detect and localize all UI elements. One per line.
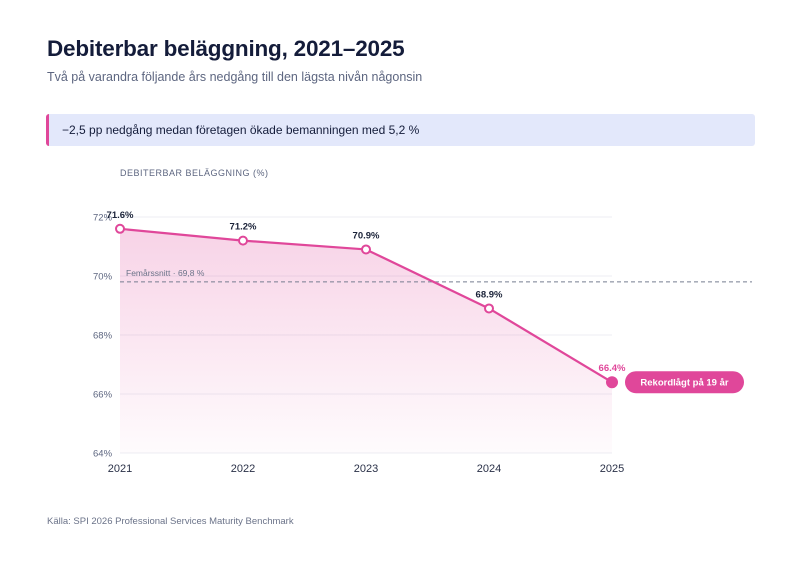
data-labels: 71.6% 71.2% 70.9% 68.9% 66.4% xyxy=(107,210,626,374)
y-ticks: 64% 66% 68% 70% 72% xyxy=(93,213,113,460)
data-point xyxy=(238,235,248,246)
y-tick-label: 68% xyxy=(93,331,113,342)
data-point xyxy=(484,303,494,314)
area-fill xyxy=(120,228,612,453)
data-label: 68.9% xyxy=(476,289,503,300)
data-point xyxy=(606,376,618,389)
data-point xyxy=(115,223,125,234)
data-label: 70.9% xyxy=(353,230,380,241)
x-tick-label: 2021 xyxy=(108,463,132,475)
page-subtitle: Två på varandra följande års nedgång til… xyxy=(47,70,423,84)
data-point xyxy=(361,244,371,255)
x-tick-label: 2025 xyxy=(600,463,624,475)
record-low-badge-text: Rekordlågt på 19 år xyxy=(640,378,728,389)
x-ticks: 2021 2022 2023 2024 2025 xyxy=(108,463,624,475)
x-tick-label: 2022 xyxy=(231,463,255,475)
y-tick-label: 72% xyxy=(93,213,113,224)
data-label: 71.2% xyxy=(230,222,257,233)
source-note: Källa: SPI 2026 Professional Services Ma… xyxy=(47,516,294,527)
data-points xyxy=(115,223,618,389)
page-title: Debiterbar beläggning, 2021–2025 xyxy=(47,36,405,61)
callout-box: −2,5 pp nedgång medan företagen ökade be… xyxy=(46,114,755,146)
y-tick-label: 70% xyxy=(93,272,113,283)
average-line-label: Femårssnitt · 69,8 % xyxy=(126,268,205,278)
record-low-badge: Rekordlågt på 19 år xyxy=(625,371,744,394)
y-tick-label: 66% xyxy=(93,390,113,401)
x-tick-label: 2024 xyxy=(477,463,501,475)
data-label: 66.4% xyxy=(599,363,626,374)
data-label: 71.6% xyxy=(107,210,134,221)
x-tick-label: 2023 xyxy=(354,463,378,475)
y-axis-label: DEBITERBAR BELÄGGNING (%) xyxy=(120,168,269,178)
callout-text: −2,5 pp nedgång medan företagen ökade be… xyxy=(62,123,420,137)
y-tick-label: 64% xyxy=(93,449,113,460)
